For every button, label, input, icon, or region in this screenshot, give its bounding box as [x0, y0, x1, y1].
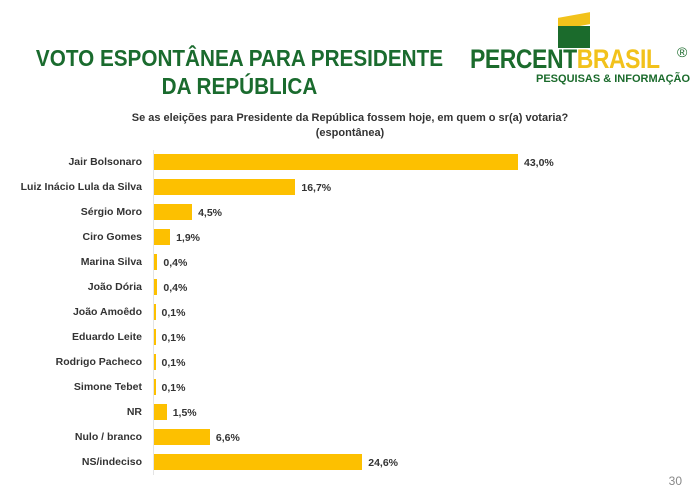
category-label: Simone Tebet [73, 381, 142, 393]
category-label: Jair Bolsonaro [68, 156, 142, 168]
logo-flag-base [558, 26, 590, 48]
logo-tagline: PESQUISAS & INFORMAÇÃO [536, 73, 691, 85]
category-label: Marina Silva [80, 256, 142, 268]
category-label: João Dória [87, 281, 142, 293]
data-label: 1,5% [172, 407, 197, 419]
page-number: 30 [668, 474, 682, 488]
page-title: VOTO ESPONTÂNEA PARA PRESIDENTE DA REPÚB… [35, 45, 444, 99]
bar [154, 379, 156, 395]
logo-text-percent: PERCENT [470, 44, 577, 74]
bar [154, 354, 156, 370]
bar [154, 254, 158, 270]
data-label: 1,9% [176, 232, 201, 244]
chart-subtitle: (espontânea) [315, 127, 385, 139]
data-label: 0,4% [163, 282, 188, 294]
data-label: 0,4% [163, 257, 188, 269]
registered-mark: ® [677, 44, 688, 60]
category-label: Nulo / branco [74, 431, 142, 443]
data-label: 24,6% [368, 457, 399, 469]
bar [154, 279, 158, 295]
percentbrasil-logo: PERCENTBRASIL ® PESQUISAS & INFORMAÇÃO [470, 6, 695, 86]
category-label: Ciro Gomes [82, 231, 142, 243]
bar [154, 429, 210, 445]
category-label: Sérgio Moro [80, 206, 142, 218]
data-label: 16,7% [301, 182, 332, 194]
data-label: 6,6% [215, 432, 240, 444]
chart-title: Se as eleições para Presidente da Repúbl… [131, 112, 569, 124]
data-label: 0,1% [161, 382, 186, 394]
category-label: Luiz Inácio Lula da Silva [20, 181, 142, 193]
data-label: 4,5% [198, 207, 223, 219]
category-label: João Amoêdo [72, 306, 142, 318]
logo-wordmark: PERCENTBRASIL [470, 44, 660, 75]
data-label: 43,0% [524, 157, 554, 169]
bar [154, 229, 171, 245]
category-label: Rodrigo Pacheco [55, 356, 142, 368]
bar [154, 154, 518, 170]
bar [154, 404, 167, 420]
category-axis [153, 150, 154, 475]
bar [154, 179, 296, 195]
bar [154, 454, 363, 470]
bar [154, 204, 193, 220]
logo-text-brasil: BRASIL [576, 44, 660, 74]
chart-question: Se as eleições para Presidente da Repúbl… [0, 111, 700, 141]
bar [154, 304, 156, 320]
category-label: NS/indeciso [81, 456, 142, 468]
bar [154, 329, 156, 345]
data-label: 0,1% [161, 332, 186, 344]
category-label: Eduardo Leite [71, 331, 142, 343]
data-label: 0,1% [161, 357, 186, 369]
data-label: 0,1% [161, 307, 186, 319]
category-label: NR [126, 406, 142, 418]
